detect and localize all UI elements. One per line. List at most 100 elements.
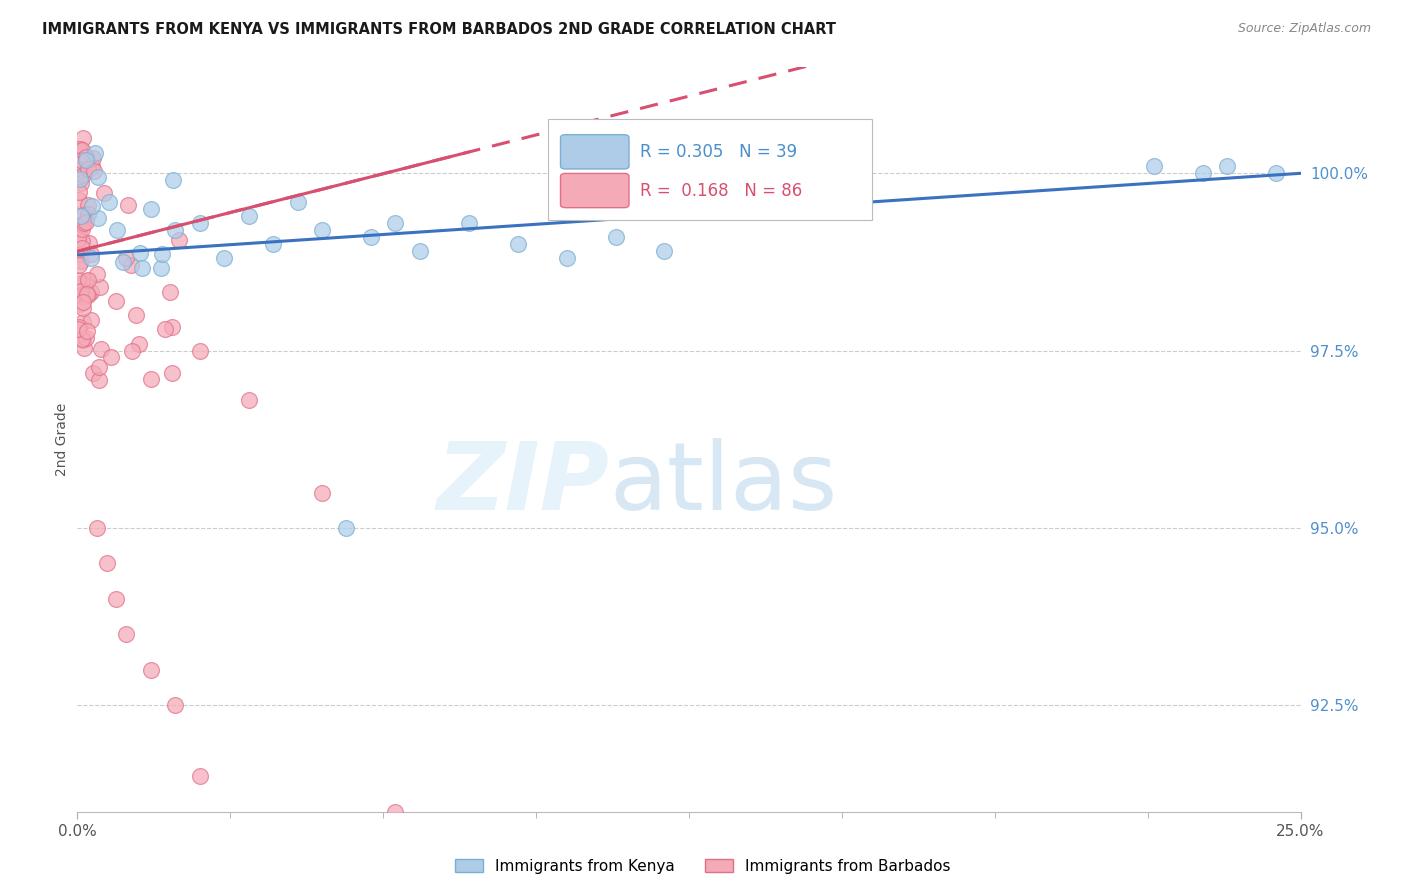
Point bbox=[67, 322, 90, 336]
Point bbox=[384, 216, 406, 230]
Point bbox=[160, 320, 183, 334]
Point bbox=[150, 247, 173, 261]
Point bbox=[83, 146, 105, 161]
Point bbox=[72, 234, 94, 248]
Point bbox=[167, 234, 190, 248]
Legend: Immigrants from Kenya, Immigrants from Barbados: Immigrants from Kenya, Immigrants from B… bbox=[450, 853, 956, 880]
Point bbox=[75, 331, 97, 345]
Point bbox=[139, 372, 162, 386]
Point bbox=[409, 244, 432, 259]
Point bbox=[75, 274, 97, 288]
Point bbox=[75, 215, 97, 229]
Point bbox=[654, 244, 676, 259]
Point bbox=[72, 333, 94, 347]
Point bbox=[100, 350, 122, 364]
Point bbox=[70, 276, 93, 290]
Y-axis label: 2nd Grade: 2nd Grade bbox=[55, 402, 69, 476]
Point bbox=[188, 769, 211, 783]
Point bbox=[150, 261, 173, 276]
Point bbox=[162, 173, 184, 187]
FancyBboxPatch shape bbox=[561, 173, 628, 208]
Point bbox=[139, 202, 162, 216]
Point bbox=[1216, 159, 1239, 173]
Point bbox=[155, 322, 177, 336]
Point bbox=[82, 366, 104, 380]
Point bbox=[72, 315, 94, 329]
Point bbox=[69, 296, 91, 310]
Point bbox=[82, 199, 104, 213]
Text: atlas: atlas bbox=[609, 438, 838, 530]
Point bbox=[79, 235, 101, 250]
Point bbox=[262, 237, 284, 252]
Point bbox=[67, 319, 90, 334]
Point bbox=[311, 223, 333, 237]
Point bbox=[69, 289, 91, 303]
Point bbox=[67, 142, 90, 156]
Point bbox=[129, 246, 152, 260]
Point bbox=[77, 207, 100, 221]
Point bbox=[89, 280, 111, 294]
Point bbox=[66, 232, 89, 246]
Point bbox=[87, 169, 110, 184]
Point bbox=[238, 209, 260, 223]
Point bbox=[70, 241, 93, 255]
Point bbox=[67, 273, 90, 287]
Point bbox=[555, 252, 578, 266]
Point bbox=[69, 247, 91, 261]
Point bbox=[125, 308, 148, 322]
Point bbox=[82, 159, 104, 173]
Point bbox=[86, 268, 108, 282]
Point bbox=[70, 284, 93, 298]
Point bbox=[73, 208, 96, 222]
Point bbox=[287, 194, 309, 209]
Point bbox=[67, 185, 90, 199]
Point bbox=[76, 273, 98, 287]
Point bbox=[311, 485, 333, 500]
Point bbox=[69, 172, 91, 186]
Point bbox=[457, 216, 479, 230]
Point bbox=[72, 131, 94, 145]
Point bbox=[131, 260, 153, 275]
Point bbox=[69, 210, 91, 224]
Point bbox=[90, 342, 112, 356]
Point bbox=[77, 288, 100, 302]
Point bbox=[165, 698, 187, 713]
Point bbox=[82, 151, 104, 165]
Text: ZIP: ZIP bbox=[436, 438, 609, 530]
Point bbox=[73, 341, 96, 355]
Point bbox=[97, 194, 120, 209]
Point bbox=[72, 301, 94, 315]
Point bbox=[72, 295, 94, 310]
Point bbox=[105, 223, 128, 237]
Point bbox=[160, 366, 183, 380]
Point bbox=[360, 230, 382, 244]
Point bbox=[188, 216, 211, 230]
Text: R = 0.305   N = 39: R = 0.305 N = 39 bbox=[640, 143, 797, 161]
Point bbox=[86, 521, 108, 535]
Point bbox=[121, 343, 143, 358]
Point bbox=[105, 591, 128, 606]
Point bbox=[89, 360, 111, 375]
Point bbox=[1191, 166, 1213, 180]
Text: R =  0.168   N = 86: R = 0.168 N = 86 bbox=[640, 182, 803, 200]
Point bbox=[117, 198, 139, 212]
Point bbox=[335, 521, 357, 535]
Point bbox=[112, 255, 135, 269]
Point bbox=[70, 219, 93, 233]
Point bbox=[506, 237, 529, 252]
Point bbox=[79, 246, 101, 260]
Point bbox=[165, 223, 187, 237]
Point bbox=[73, 289, 96, 303]
Point bbox=[70, 142, 93, 156]
Point bbox=[70, 161, 93, 176]
Point bbox=[128, 337, 150, 351]
Text: IMMIGRANTS FROM KENYA VS IMMIGRANTS FROM BARBADOS 2ND GRADE CORRELATION CHART: IMMIGRANTS FROM KENYA VS IMMIGRANTS FROM… bbox=[42, 22, 837, 37]
Point bbox=[67, 193, 90, 207]
Point bbox=[67, 228, 90, 243]
Point bbox=[115, 627, 138, 641]
Point bbox=[67, 169, 90, 184]
Point bbox=[83, 163, 105, 178]
Text: Source: ZipAtlas.com: Source: ZipAtlas.com bbox=[1237, 22, 1371, 36]
Point bbox=[86, 211, 108, 226]
Point bbox=[105, 293, 128, 308]
